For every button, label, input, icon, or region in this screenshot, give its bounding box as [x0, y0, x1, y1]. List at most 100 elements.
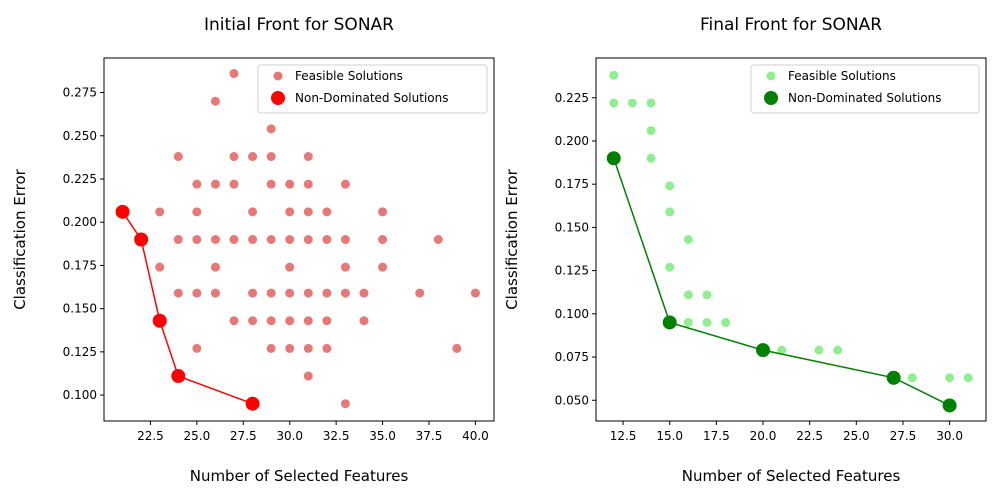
feasible-point [322, 288, 332, 298]
feasible-point [646, 98, 656, 108]
legend-entry: Feasible Solutions [295, 69, 403, 83]
feasible-point [646, 153, 656, 163]
feasible-point [322, 343, 332, 353]
feasible-point [415, 288, 425, 298]
feasible-point [266, 124, 276, 134]
feasible-point [683, 290, 693, 300]
x-tick-label: 22.5 [796, 429, 823, 443]
y-tick-label: 0.125 [555, 264, 589, 278]
legend-marker [766, 71, 776, 81]
feasible-point [470, 288, 480, 298]
feasible-point [702, 290, 712, 300]
legend: Feasible Solutions Non-Dominated Solution… [750, 64, 980, 114]
feasible-point [192, 235, 202, 244]
feasible-point [229, 235, 239, 244]
legend-entry: Feasible Solutions [788, 69, 896, 83]
feasible-point [303, 343, 313, 353]
y-tick-label: 0.075 [555, 350, 589, 364]
front-line [613, 158, 950, 407]
legend-entry: Non-Dominated Solutions [788, 91, 941, 105]
feasible-point [665, 181, 675, 191]
y-tick-label: 0.125 [63, 345, 97, 359]
feasible-point [340, 399, 350, 409]
feasible-point [303, 316, 313, 326]
x-tick-label: 27.5 [230, 429, 257, 443]
feasible-point [322, 207, 332, 217]
x-tick-label: 15.0 [656, 429, 683, 443]
non-dominated-point [942, 398, 957, 413]
x-axis-label: Number of Selected Features [190, 467, 409, 485]
y-tick-label: 0.100 [63, 388, 97, 402]
x-tick-label: 32.5 [323, 429, 350, 443]
legend-box [257, 64, 488, 114]
feasible-point [378, 235, 388, 244]
feasible-point [665, 207, 675, 217]
feasible-point [303, 179, 313, 189]
feasible-point [833, 345, 843, 355]
feasible-point [210, 235, 220, 244]
feasible-point [340, 262, 350, 272]
feasible-point [683, 235, 693, 244]
feasible-point [322, 235, 332, 244]
x-tick-label: 22.5 [137, 429, 164, 443]
feasible-point [665, 262, 675, 272]
feasible-point [248, 152, 258, 162]
chart-title: Initial Front for SONAR [204, 15, 394, 35]
legend-marker [764, 91, 778, 105]
feasible-point [359, 316, 369, 326]
legend: Feasible Solutions Non-Dominated Solution… [257, 64, 488, 114]
feasible-point [173, 152, 183, 162]
feasible-point [303, 371, 313, 381]
feasible-point [192, 343, 202, 353]
chart-title: Final Front for SONAR [700, 15, 882, 35]
y-tick-label: 0.225 [555, 91, 589, 105]
feasible-point [646, 126, 656, 136]
feasible-point [285, 179, 295, 189]
feasible-point [229, 152, 239, 162]
feasible-point [609, 70, 619, 80]
chart-initial-front: Initial Front for SONAR 22.5 25.0 27.5 30.0 3… [11, 15, 495, 485]
feasible-point [248, 235, 258, 244]
x-axis-label: Number of Selected Features [682, 467, 901, 485]
legend-box [750, 64, 980, 114]
feasible-point [266, 152, 276, 162]
x-tick-label: 27.5 [890, 429, 917, 443]
x-tick-label: 30.0 [936, 429, 963, 443]
y-tick-label: 0.150 [63, 302, 97, 316]
y-tick-label: 0.175 [63, 258, 97, 272]
feasible-point [248, 288, 258, 298]
legend-entry: Non-Dominated Solutions [295, 91, 448, 105]
feasible-point [322, 316, 332, 326]
feasible-point [814, 345, 824, 355]
x-tick-label: 25.0 [183, 429, 210, 443]
feasible-point [945, 373, 955, 383]
feasible-point [285, 343, 295, 353]
x-tick-label: 30.0 [276, 429, 303, 443]
feasible-point [210, 262, 220, 272]
feasible-point [433, 235, 443, 244]
feasible-point [192, 288, 202, 298]
feasible-point [702, 317, 712, 327]
feasible-point [248, 207, 258, 217]
plot-frame [595, 57, 987, 422]
chart-final-front: Final Front for SONAR 12.5 15.0 17.5 20.0 22.… [503, 15, 987, 485]
feasible-point [248, 316, 258, 326]
y-tick-label: 0.175 [555, 177, 589, 191]
feasible-point [340, 288, 350, 298]
feasible-point [963, 373, 973, 383]
feasible-point [229, 179, 239, 189]
y-axis-label: Classification Error [503, 168, 521, 309]
plot-frame [103, 57, 495, 422]
feasible-point [210, 288, 220, 298]
y-tick-label: 0.200 [555, 134, 589, 148]
non-dominated-point [115, 204, 130, 219]
non-dominated-point [134, 232, 149, 247]
feasible-point [303, 235, 313, 244]
feasible-point [266, 179, 276, 189]
feasible-point [303, 152, 313, 162]
y-tick-label: 0.100 [555, 307, 589, 321]
non-dominated-point [152, 313, 167, 328]
feasible-point [340, 179, 350, 189]
non-dominated-point [662, 315, 677, 330]
feasible-point [266, 316, 276, 326]
